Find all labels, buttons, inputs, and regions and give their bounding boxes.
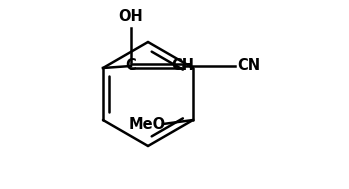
Text: MeO: MeO <box>128 116 165 132</box>
Text: OH: OH <box>119 9 143 24</box>
Text: CN: CN <box>237 59 261 74</box>
Text: C: C <box>126 59 136 74</box>
Text: CH: CH <box>171 59 194 74</box>
